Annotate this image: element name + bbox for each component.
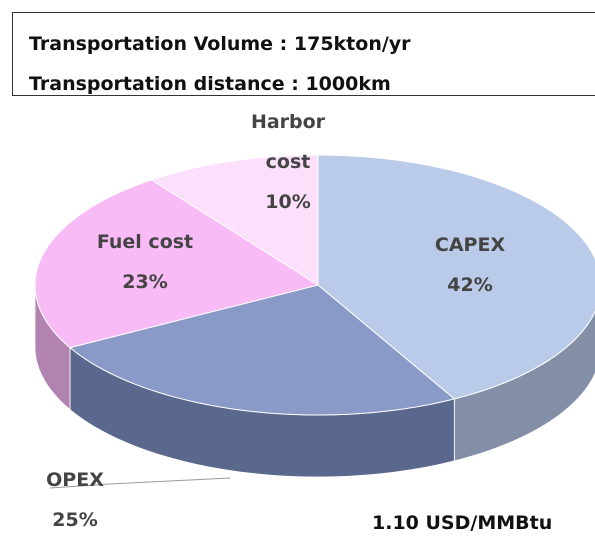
category-label: Fuel cost [96,231,194,253]
slice-label: CAPEX 42% [410,225,530,305]
category-label: Harbor cost [250,111,326,173]
info-line: Transportation distance : 1000km [29,73,391,95]
slice [150,154,319,286]
value-label: 42% [447,274,493,296]
slice [34,179,320,349]
leader-line [49,477,231,489]
info-box: Transportation Volume : 175kton/yr Trans… [12,12,595,96]
cost-note: 1.10 USD/MMBtu [372,512,553,534]
slice-label: Fuel cost 23% [85,222,205,302]
value-label: 25% [52,509,98,531]
slice-label: Harbor cost 10% [238,102,338,222]
value-label: 23% [122,271,168,293]
category-label: CAPEX [434,234,506,256]
category-label: OPEX [46,469,104,491]
slice [68,284,456,416]
slice [317,154,595,400]
value-label: 10% [265,191,311,213]
info-line: Transportation Volume : 175kton/yr [29,33,411,55]
slice-label: OPEX 25% [20,460,130,538]
